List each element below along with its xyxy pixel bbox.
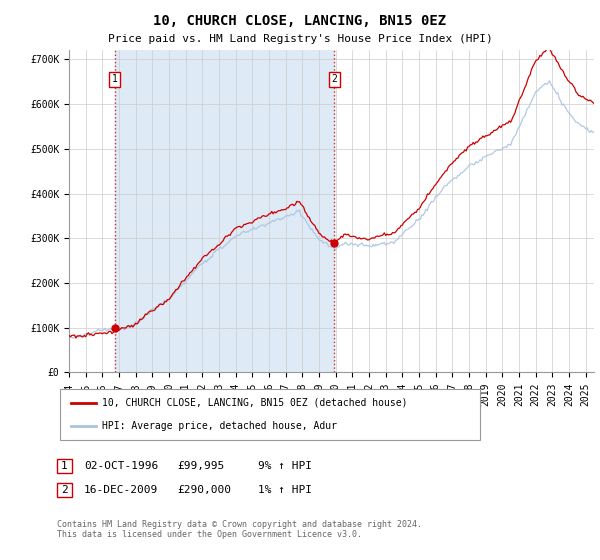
Text: Price paid vs. HM Land Registry's House Price Index (HPI): Price paid vs. HM Land Registry's House … (107, 34, 493, 44)
Text: 16-DEC-2009: 16-DEC-2009 (84, 485, 158, 495)
Text: 10, CHURCH CLOSE, LANCING, BN15 0EZ: 10, CHURCH CLOSE, LANCING, BN15 0EZ (154, 14, 446, 28)
Text: 1: 1 (61, 461, 68, 471)
Text: 2: 2 (331, 74, 337, 85)
Text: 1% ↑ HPI: 1% ↑ HPI (258, 485, 312, 495)
Text: 1: 1 (112, 74, 118, 85)
Text: HPI: Average price, detached house, Adur: HPI: Average price, detached house, Adur (102, 421, 337, 431)
Text: 10, CHURCH CLOSE, LANCING, BN15 0EZ (detached house): 10, CHURCH CLOSE, LANCING, BN15 0EZ (det… (102, 398, 407, 408)
Text: £99,995: £99,995 (177, 461, 224, 471)
Text: 2: 2 (61, 485, 68, 495)
Text: 9% ↑ HPI: 9% ↑ HPI (258, 461, 312, 471)
Text: Contains HM Land Registry data © Crown copyright and database right 2024.
This d: Contains HM Land Registry data © Crown c… (57, 520, 422, 539)
Text: 02-OCT-1996: 02-OCT-1996 (84, 461, 158, 471)
Bar (115, 50, 334, 372)
Text: £290,000: £290,000 (177, 485, 231, 495)
